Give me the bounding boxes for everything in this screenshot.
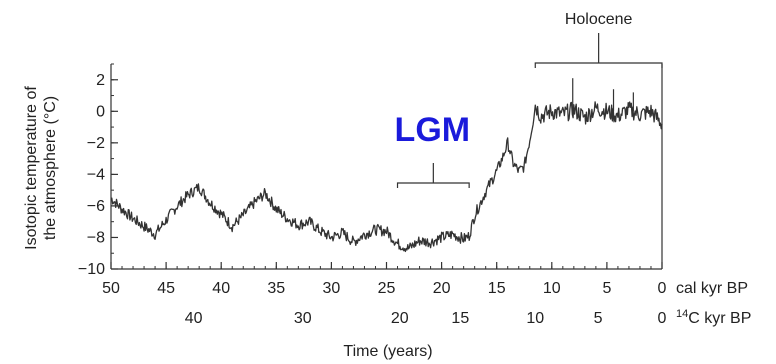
y-ticks: 2 0 −2 −4 −6 −8 −10	[78, 72, 118, 278]
x-tick-label: 35	[267, 280, 285, 297]
lgm-bracket-line	[396, 163, 470, 188]
y-tick-label: −4	[87, 166, 105, 183]
y-tick-label: −10	[78, 261, 105, 278]
y-tick-label: −6	[87, 198, 105, 215]
x-tick-label: 45	[157, 280, 175, 297]
minor-ticks	[110, 63, 663, 270]
x-axis-title: Time (years)	[343, 343, 432, 360]
lgm-bracket: LGM	[395, 111, 471, 188]
x-tick-label: 30	[323, 280, 341, 297]
y-axis-title-line1: Isotopic temperature of	[23, 86, 40, 250]
holocene-label: Holocene	[565, 11, 633, 28]
x-tick-label: 25	[378, 280, 396, 297]
secondary-ticks: 40 30 20 15 10 5 0	[185, 310, 667, 327]
lgm-label: LGM	[395, 111, 471, 149]
secondary-tick-label: 5	[594, 310, 603, 327]
secondary-tick-label: 30	[294, 310, 312, 327]
secondary-tick-label: 0	[658, 310, 667, 327]
y-tick-label: 0	[96, 103, 105, 120]
x-tick-label: 40	[212, 280, 230, 297]
x-ticks: 50 45 40 35 30 25 20 15 10 5 0	[102, 262, 667, 297]
x-tick-label: 15	[488, 280, 506, 297]
temperature-series-line	[110, 101, 663, 253]
holocene-bracket-line	[534, 33, 663, 68]
secondary-tick-label: 40	[185, 310, 203, 327]
secondary-tick-label: 20	[391, 310, 409, 327]
secondary-axis-unit-text: C kyr BP	[688, 310, 751, 327]
y-tick-label: −8	[87, 229, 105, 246]
secondary-axis-unit: 14C kyr BP	[676, 308, 751, 327]
y-tick-label: −2	[87, 135, 105, 152]
holocene-bracket: Holocene	[534, 11, 663, 68]
x-tick-label: 5	[602, 280, 611, 297]
x-tick-label: 0	[658, 280, 667, 297]
primary-axis-unit: cal kyr BP	[676, 280, 748, 297]
secondary-tick-label: 10	[526, 310, 544, 327]
secondary-tick-label: 15	[451, 310, 469, 327]
x-tick-label: 10	[543, 280, 561, 297]
x-tick-label: 20	[433, 280, 451, 297]
series-group	[110, 78, 663, 253]
secondary-axis-unit-sup: 14	[676, 308, 688, 320]
x-tick-label: 50	[102, 280, 120, 297]
y-axis-title-line2: the atmosphere (°C)	[42, 96, 59, 240]
y-axis-title: Isotopic temperature of the atmosphere (…	[23, 86, 59, 250]
y-tick-label: 2	[96, 72, 105, 89]
plot-area	[110, 64, 663, 270]
